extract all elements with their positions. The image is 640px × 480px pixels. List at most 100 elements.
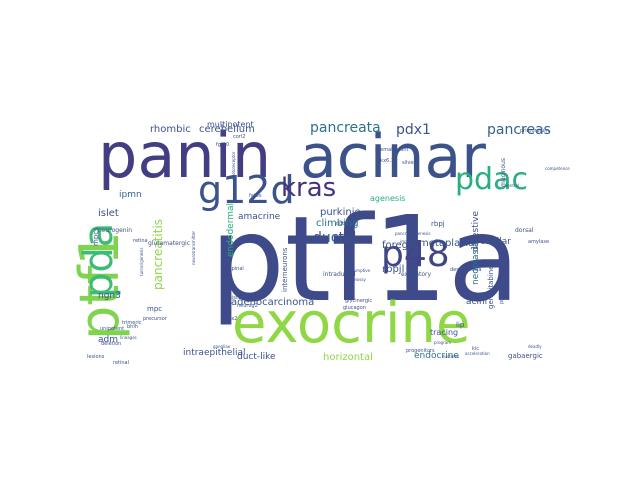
word-rhombic: rhombic: [150, 124, 191, 135]
word-rbpjl: rbpjl: [382, 264, 404, 275]
word-amylase: amylase: [528, 239, 549, 245]
word-endodermal: endodermal: [226, 203, 236, 257]
word-horizontal: horizontal: [323, 352, 373, 363]
word-photoreceptor: photoreceptor: [231, 151, 236, 180]
word-dorsal: dorsal: [515, 227, 534, 234]
word-multipotent: multipotent: [207, 120, 254, 129]
word-intraductal: intraductal: [323, 271, 356, 278]
word-g12d: g12d: [198, 168, 295, 212]
word-acceleration: acceleration: [465, 351, 490, 356]
word-mpcs: mpcs: [92, 227, 100, 246]
word-excitatory: excitatory: [401, 271, 432, 278]
word-adenocarcinoma: adenocarcinoma: [231, 297, 314, 308]
word-spinal: spinal: [229, 266, 244, 272]
word-pdac: pdac: [455, 162, 528, 197]
word-exocrine: exocrine: [232, 291, 470, 356]
word-deadly: deadly: [528, 344, 542, 349]
word-desmoplasia: desmoplasia: [450, 267, 481, 273]
word-unipotent: unipotent: [100, 326, 124, 332]
word-neurogenin: neurogenin: [98, 227, 132, 234]
word-tumorigenesis: tumorigenesis: [139, 248, 144, 276]
word-ductules: ductules: [442, 354, 459, 359]
word-interneurons: interneurons: [281, 247, 289, 292]
word-ngn3: ngn3: [98, 291, 121, 301]
word-pdx1: pdx1: [396, 122, 431, 138]
word-pancreas: pancreas: [487, 122, 551, 138]
word-cerebellum: cerebellum: [199, 124, 255, 135]
word-lesions: lesions: [87, 354, 105, 360]
word-pancreatogenesis: pancreatogenesis: [395, 231, 430, 236]
word-lineages: lineages: [120, 335, 137, 340]
word-preneoplastic: preneoplastic: [499, 270, 505, 304]
word-gemcitabine: gemcitabine: [487, 265, 495, 309]
word-rbpj: rbpj: [431, 220, 445, 228]
word-retina: retina: [133, 238, 148, 244]
word-islet: islet: [98, 208, 119, 219]
word-deletion: deletion: [101, 341, 121, 347]
word-mossy: mossy: [353, 277, 367, 282]
word-kras: kras: [281, 173, 336, 203]
word-glycinergic: glycinergic: [345, 298, 372, 304]
word-pda: pda: [76, 223, 122, 298]
word-panin: panin: [98, 119, 271, 192]
word-mist1: mist1: [227, 295, 241, 301]
word-digestive: digestive: [471, 210, 481, 252]
word-gangliae: gangliae: [213, 344, 231, 349]
word-ptf1a: ptf1a: [210, 190, 520, 328]
word-ventral: ventral: [505, 183, 519, 188]
word-fates: fates: [249, 193, 262, 199]
word-neoplasia: neoplasia: [471, 242, 481, 285]
word-silvery: silvery: [402, 160, 418, 166]
word-mpc: mpc: [147, 305, 162, 313]
word-fgf10: fgf10: [216, 142, 229, 148]
word-nkx6-1: nkx6.1: [377, 158, 394, 164]
word-glucagon: glucagon: [343, 305, 366, 311]
word-lip: lip: [456, 321, 465, 329]
word-climbing: climbing: [316, 218, 359, 229]
word-mucinous: mucinous: [500, 158, 507, 187]
word-progenitors: progenitors: [406, 348, 435, 354]
word-retinal: retinal: [113, 360, 129, 366]
word-cre: cre: [224, 258, 232, 264]
word-foregut: foregut: [382, 240, 418, 251]
word-premalignant: premalignant: [375, 147, 408, 153]
word-duct-like: duct-like: [237, 352, 276, 362]
word-primordium: primordium: [520, 128, 549, 134]
word-precursor: precursor: [143, 316, 168, 322]
word-ptf1: ptf1: [68, 231, 131, 340]
word-amacrine: amacrine: [238, 212, 281, 222]
word-competence: competence: [545, 166, 570, 171]
word-tracing: tracing: [430, 328, 458, 337]
word-pancreatitis: pancreatitis: [151, 219, 165, 290]
word-neurotransmitter: neurotransmitter: [191, 231, 196, 265]
word-plexiform: plexiform: [470, 292, 494, 298]
word-trimeric: trimeric: [122, 320, 142, 326]
word-endocrine: endocrine: [414, 351, 459, 361]
word-ductal: ductal: [313, 230, 356, 246]
word-pancreata: pancreata: [310, 120, 381, 136]
word-neurog2: neurog2: [237, 303, 258, 309]
word-corl2: corl2: [233, 134, 245, 140]
word-p48: p48: [381, 234, 450, 275]
cloud-canvas: [80, 118, 560, 362]
word-program: program: [434, 340, 451, 345]
word-cerebellar: cerebellar: [466, 237, 511, 247]
word-acinar: acinar: [300, 122, 486, 192]
word-pdx2: pdx2: [225, 316, 238, 322]
word-notch: notch: [336, 221, 350, 227]
word-glutamatergic: glutamatergic: [148, 240, 190, 247]
word-agenesis: agenesis: [370, 194, 405, 203]
word-acini: acini: [466, 297, 487, 307]
word-kic: kic: [472, 346, 479, 352]
word-presumptive: presumptive: [345, 268, 371, 273]
word-purkinje: purkinje: [320, 207, 361, 218]
word-gabaergic: gabaergic: [508, 352, 543, 360]
word-ipmn: ipmn: [119, 190, 142, 200]
word-imaging: imaging: [400, 239, 417, 244]
word-adm: adm: [98, 335, 118, 345]
word-intraepithelial: intraepithelial: [183, 348, 246, 358]
word-bhlh: bhlh: [127, 324, 138, 330]
word-metaplasia: metaplasia: [419, 238, 474, 249]
